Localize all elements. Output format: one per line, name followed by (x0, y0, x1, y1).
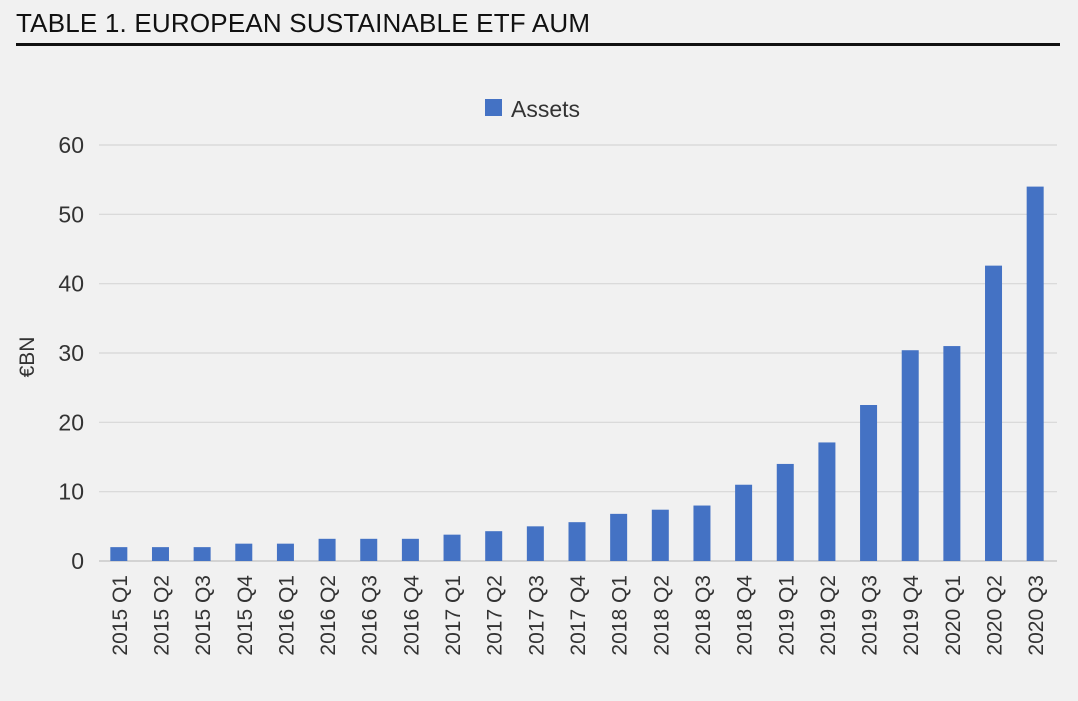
x-tick-label: 2018 Q2 (650, 575, 673, 656)
x-tick-label: 2015 Q1 (109, 575, 132, 656)
x-tick-label: 2016 Q2 (317, 575, 340, 656)
x-tick-label: 2017 Q3 (525, 575, 548, 656)
bar (235, 543, 253, 561)
bar (485, 531, 503, 561)
bar (610, 513, 628, 561)
bar (443, 534, 461, 561)
x-tick-label: 2017 Q4 (567, 575, 590, 656)
bar (151, 547, 169, 561)
x-tick-label: 2018 Q3 (692, 575, 715, 656)
y-tick-label: 50 (58, 201, 84, 227)
bar (651, 509, 669, 561)
page-title: TABLE 1. EUROPEAN SUSTAINABLE ETF AUM (16, 8, 591, 38)
bar (401, 538, 419, 561)
x-tick-label: 2020 Q1 (942, 575, 965, 656)
legend-swatch (485, 99, 502, 116)
bar (526, 526, 544, 561)
x-tick-label: 2018 Q4 (734, 575, 757, 656)
y-tick-label: 20 (58, 409, 84, 435)
x-tick-label: 2017 Q1 (442, 575, 465, 656)
bar (901, 350, 919, 561)
y-axis-label: €BN (16, 337, 39, 378)
bar (735, 484, 753, 561)
bar (985, 265, 1003, 561)
bar (693, 505, 711, 561)
title-divider (16, 43, 1060, 46)
x-tick-label: 2015 Q4 (234, 575, 257, 656)
x-tick-label: 2015 Q3 (192, 575, 215, 656)
x-tick-label: 2016 Q1 (275, 575, 298, 656)
y-tick-label: 60 (58, 132, 84, 158)
x-tick-label: 2016 Q3 (359, 575, 382, 656)
x-tick-label: 2019 Q1 (775, 575, 798, 656)
x-tick-label: 2019 Q4 (900, 575, 923, 656)
y-tick-label: 0 (71, 548, 84, 574)
bar (943, 346, 961, 561)
x-tick-label: 2020 Q3 (1025, 575, 1048, 656)
bar (1026, 186, 1044, 561)
x-tick-label: 2016 Q4 (400, 575, 423, 656)
bar (276, 543, 294, 561)
x-tick-label: 2015 Q2 (150, 575, 173, 656)
bar (110, 547, 128, 561)
bar (860, 405, 878, 561)
x-tick-label: 2019 Q3 (859, 575, 882, 656)
legend-label: Assets (511, 96, 580, 122)
x-tick-label: 2019 Q2 (817, 575, 840, 656)
bar (360, 538, 378, 561)
y-tick-label: 30 (58, 340, 84, 366)
y-tick-label: 40 (58, 271, 84, 297)
x-tick-label: 2017 Q2 (484, 575, 507, 656)
x-tick-label: 2018 Q1 (609, 575, 632, 656)
bar (193, 547, 211, 561)
bar (568, 522, 586, 561)
x-tick-label: 2020 Q2 (984, 575, 1007, 656)
bar (818, 442, 836, 561)
bar (776, 463, 794, 561)
bar (318, 538, 336, 561)
y-tick-label: 10 (58, 479, 84, 505)
